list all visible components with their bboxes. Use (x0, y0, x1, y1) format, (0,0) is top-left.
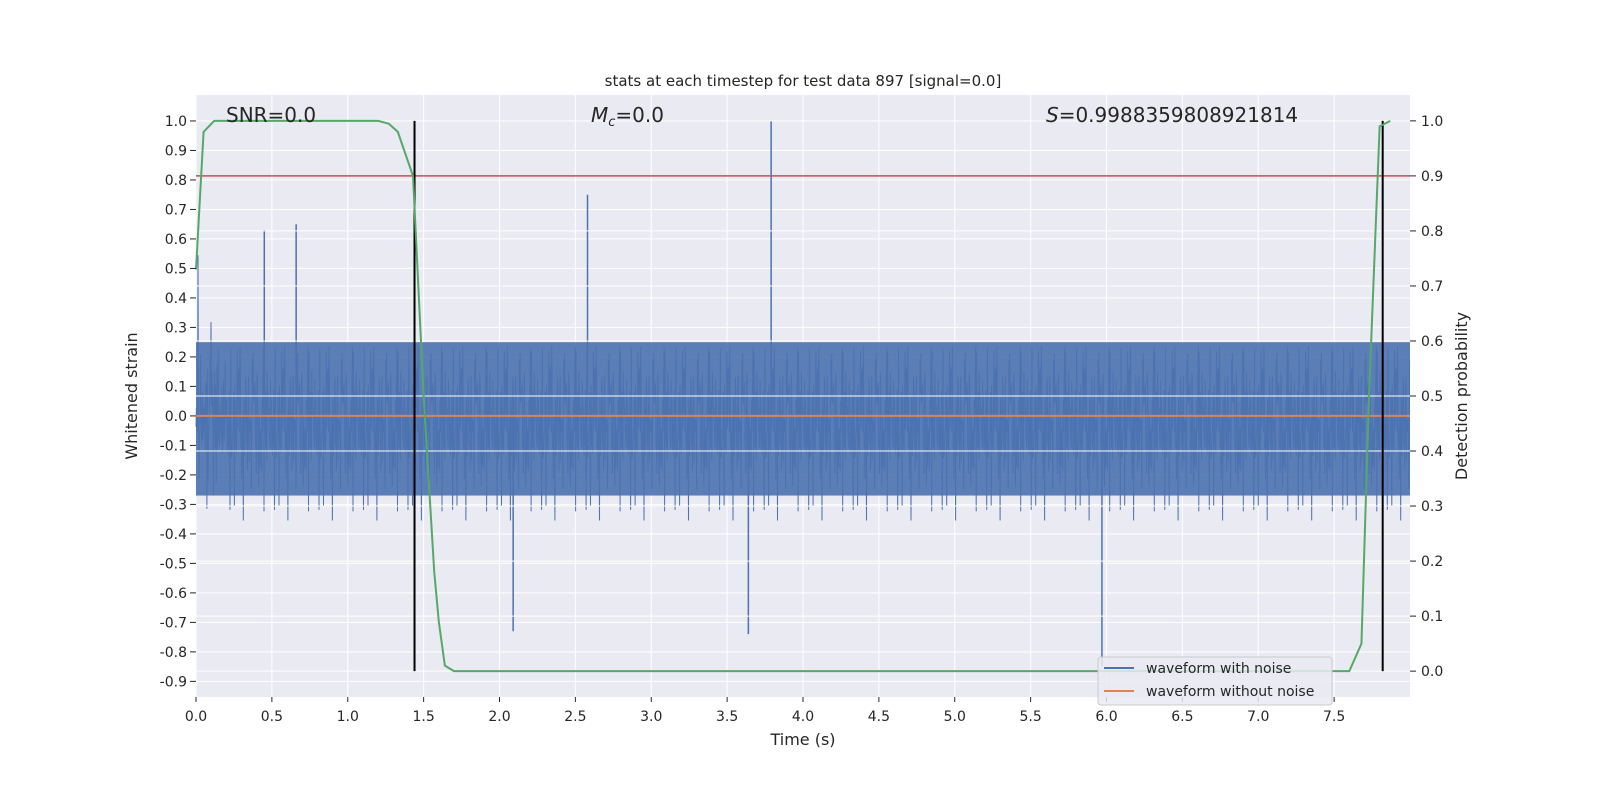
y-tick-label: 0.2 (165, 350, 187, 366)
chart-title: stats at each timestep for test data 897… (605, 72, 1002, 90)
y2-tick-label: 0.2 (1421, 554, 1443, 570)
y2-axis-label: Detection probability (1452, 312, 1471, 480)
x-tick-label: 3.5 (716, 709, 738, 725)
y-tick-label: -0.3 (160, 497, 187, 513)
overlay-lines (195, 119, 1410, 673)
x-tick-label: 7.5 (1323, 709, 1345, 725)
y-tick-label: 0.9 (165, 143, 187, 159)
x-tick-label: 2.0 (488, 709, 510, 725)
y-tick-label: -0.2 (160, 468, 187, 484)
y2-tick-label: 0.3 (1421, 499, 1443, 515)
y2-tick-label: 0.1 (1421, 609, 1443, 625)
s-annotation: S=0.9988359808921814 (1046, 103, 1298, 127)
y-tick-label: 0.4 (165, 291, 187, 307)
x-tick-label: 4.5 (868, 709, 890, 725)
x-tick-label: 4.0 (792, 709, 814, 725)
y-tick-label: 0.0 (165, 409, 187, 425)
s-symbol: S (1046, 103, 1059, 127)
x-tick-label: 7.0 (1247, 709, 1269, 725)
y-tick-label: -0.1 (160, 438, 187, 454)
y2-tick-label: 0.9 (1421, 169, 1443, 185)
mc-annotation: Mc=0.0 (591, 103, 664, 130)
x-axis-label: Time (s) (769, 730, 835, 749)
waveform-noise-band (196, 342, 1410, 496)
x-tick-label: 5.5 (1019, 709, 1041, 725)
y-tick-label: 0.5 (165, 261, 187, 277)
y-tick-label: -0.9 (160, 674, 187, 690)
y2-tick-label: 1.0 (1421, 114, 1443, 130)
x-tick-label: 6.5 (1171, 709, 1193, 725)
x-tick-label: 2.5 (564, 709, 586, 725)
x-tick-label: 6.0 (1095, 709, 1117, 725)
y2-tick-label: 0.6 (1421, 334, 1443, 350)
x-tick-label: 5.0 (944, 709, 966, 725)
y-tick-label: -0.6 (160, 586, 187, 602)
x-tick-label: 0.5 (261, 709, 283, 725)
y-tick-label: 1.0 (165, 114, 187, 130)
legend: waveform with noise waveform without noi… (1097, 656, 1333, 706)
y-tick-label: 0.7 (165, 202, 187, 218)
y2-tick-label: 0.7 (1421, 279, 1443, 295)
y-axis-label: Whitened strain (122, 332, 141, 459)
tick-labels: 1.0 0.9 0.8 0.7 0.6 0.5 0.4 0.3 0.2 0.1 0.0 -0.1 -0.… (160, 114, 1444, 725)
legend-box (1097, 656, 1333, 706)
s-value: =0.9988359808921814 (1059, 103, 1298, 127)
y-tick-label: -0.5 (160, 556, 187, 572)
y2-tick-label: 0.4 (1421, 444, 1443, 460)
detection-probability-line (195, 119, 1391, 673)
x-tick-label: 1.0 (337, 709, 359, 725)
y-tick-label: 0.1 (165, 379, 187, 395)
legend-label-without-noise: waveform without noise (1146, 684, 1314, 700)
y-tick-label: 0.8 (165, 173, 187, 189)
x-tick-label: 3.0 (640, 709, 662, 725)
snr-annotation: SNR=0.0 (226, 103, 316, 127)
waveform-with-noise-series (195, 120, 1411, 667)
y-tick-label: 0.3 (165, 320, 187, 336)
mc-symbol: M (591, 103, 608, 127)
y2-tick-label: 0.5 (1421, 389, 1443, 405)
y2-tick-label: 0.0 (1421, 664, 1443, 680)
mc-value: =0.0 (615, 103, 664, 127)
legend-label-with-noise: waveform with noise (1146, 661, 1291, 677)
x-tick-label: 0.0 (185, 709, 207, 725)
y-tick-label: 0.6 (165, 232, 187, 248)
y-tick-label: -0.4 (160, 527, 187, 543)
y-tick-label: -0.8 (160, 645, 187, 661)
y-tick-label: -0.7 (160, 615, 187, 631)
mc-subscript: c (608, 115, 615, 130)
y2-tick-label: 0.8 (1421, 224, 1443, 240)
x-tick-label: 1.5 (412, 709, 434, 725)
